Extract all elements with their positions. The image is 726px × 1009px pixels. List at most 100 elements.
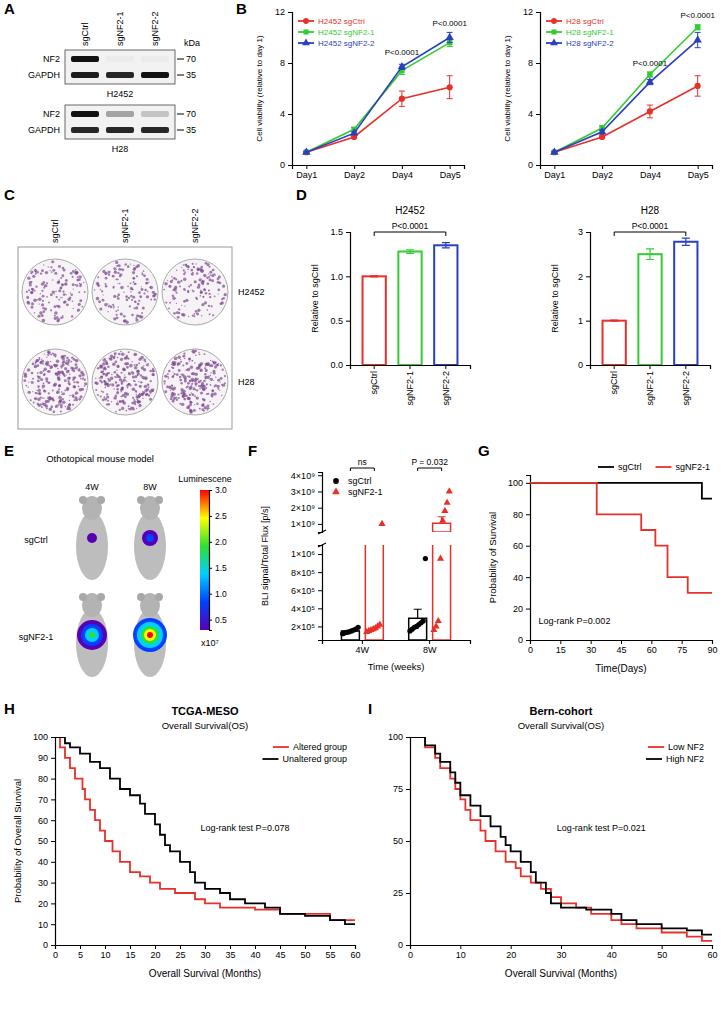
colony — [195, 310, 198, 313]
colony — [104, 383, 108, 387]
colony — [129, 408, 132, 411]
tick-label: 50 — [38, 836, 48, 846]
colony — [79, 299, 82, 302]
tick-mark — [209, 620, 212, 621]
colony — [32, 363, 35, 366]
colony — [104, 387, 106, 389]
axis-line — [531, 641, 713, 645]
tick-mark — [586, 365, 590, 366]
colony — [55, 405, 58, 408]
colony — [204, 276, 205, 277]
colony — [132, 271, 135, 274]
colony — [60, 316, 62, 318]
colony — [118, 376, 120, 378]
colony — [105, 373, 108, 376]
colony — [143, 292, 145, 294]
colony — [32, 378, 34, 380]
colony — [121, 396, 123, 398]
colony — [37, 385, 39, 387]
legend-label: sgCtrl — [348, 476, 372, 486]
colony — [63, 301, 66, 304]
tick-label: 6×10⁵ — [291, 586, 315, 596]
colony — [215, 376, 216, 377]
tick: 0.0 — [330, 360, 350, 370]
plate — [162, 349, 228, 415]
colony — [180, 359, 181, 360]
tick-mark — [406, 945, 410, 946]
colony — [208, 293, 210, 295]
colony — [35, 392, 37, 394]
tick: 2 — [578, 272, 590, 282]
colony — [108, 358, 110, 360]
legend-swatch — [655, 466, 671, 468]
tick-label: 4W — [356, 645, 370, 655]
colony — [114, 355, 116, 357]
colony — [38, 404, 41, 407]
colony — [106, 395, 109, 398]
colony — [198, 378, 199, 379]
colony — [148, 386, 150, 388]
colony — [128, 408, 130, 410]
band — [106, 56, 134, 62]
colony — [208, 290, 209, 291]
tick: 10 — [456, 945, 466, 960]
tick-mark — [526, 577, 530, 578]
axis: 4W8W — [323, 640, 471, 655]
tick: 60 — [350, 945, 360, 960]
colonies — [163, 350, 226, 414]
colony — [99, 307, 102, 310]
colonies — [94, 261, 157, 324]
legend-marker — [550, 39, 558, 46]
colony — [192, 272, 194, 274]
axis-line — [288, 13, 293, 166]
colony — [53, 411, 56, 414]
axis: 051015202530354045505560 — [53, 945, 361, 960]
tick-label: 4 — [280, 109, 285, 119]
tick-mark — [429, 640, 430, 644]
mouse — [133, 593, 167, 677]
colony — [57, 375, 59, 377]
colony — [188, 358, 190, 360]
tick: Day1 — [296, 165, 317, 180]
tick-label: sgCtrl — [369, 371, 379, 395]
colony — [64, 301, 67, 304]
colony — [131, 371, 133, 373]
colony — [206, 393, 208, 395]
tick: 2.5 — [209, 511, 227, 521]
colony — [75, 366, 78, 369]
panel-letter: D — [296, 186, 307, 203]
colony — [171, 366, 173, 368]
legend-label: H28 sgCtrl — [566, 17, 604, 26]
tick-mark — [306, 165, 307, 169]
tick-mark — [80, 945, 81, 949]
colony — [144, 385, 147, 388]
tick: 100 — [508, 478, 530, 488]
colony — [213, 380, 214, 381]
colony — [137, 401, 140, 404]
colony — [179, 376, 182, 379]
colony — [108, 379, 111, 382]
tick-label: 75 — [677, 645, 687, 655]
colony — [100, 289, 102, 291]
tick: 6×10⁵ — [291, 586, 322, 596]
size-marker — [177, 130, 184, 131]
colony — [210, 364, 213, 367]
colony — [172, 367, 174, 369]
colony — [102, 270, 105, 273]
colony — [72, 367, 75, 370]
colony — [106, 393, 108, 395]
tick-mark — [526, 640, 530, 641]
axis: Day1Day2Day4Day5 — [541, 165, 713, 180]
colony — [145, 361, 147, 363]
tick-mark — [410, 365, 411, 369]
colony — [54, 315, 56, 317]
colony — [37, 380, 40, 383]
colony — [126, 366, 129, 369]
axis-title: Probability of Survival — [487, 512, 498, 603]
axis-break — [318, 543, 326, 547]
lane-label: sgCtrl — [80, 22, 90, 46]
colony — [133, 364, 135, 366]
point — [421, 618, 426, 623]
tick-label: 2 — [578, 272, 583, 282]
colony — [183, 269, 185, 271]
